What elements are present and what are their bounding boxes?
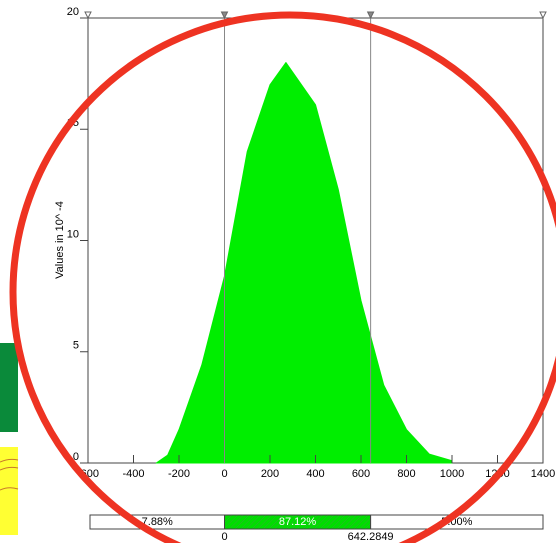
side-panel [0, 343, 18, 432]
x-tick-label: 1000 [440, 468, 464, 480]
delimiter-handle [220, 11, 229, 20]
delimiter-handle [84, 11, 92, 20]
delimiter-label: 0 [221, 531, 227, 543]
x-tick-label: 0 [221, 468, 227, 480]
delimiter-handle [539, 11, 547, 20]
x-tick-label: 800 [397, 468, 415, 480]
y-tick-label: 20 [67, 6, 79, 18]
probability-label: 87.12% [279, 516, 317, 528]
annotation-circle [9, 11, 556, 543]
x-tick-label: 600 [352, 468, 370, 480]
side-panel [0, 447, 18, 535]
density-area [155, 62, 453, 464]
side-lines [0, 458, 19, 491]
x-tick-label: -400 [122, 468, 144, 480]
y-tick-label: 0 [73, 451, 79, 463]
y-tick-label: 10 [67, 228, 79, 240]
y-axis-label: Values in 10^ -4 [54, 201, 66, 279]
delimiter-handle [366, 11, 375, 20]
probability-label: 7.88% [142, 516, 173, 528]
x-tick-label: 400 [306, 468, 324, 480]
y-tick-label: 5 [73, 340, 79, 352]
delimiter-label: 642.2849 [348, 531, 394, 543]
x-tick-label: 200 [261, 468, 279, 480]
x-tick-label: 1400 [531, 468, 555, 480]
x-tick-label: -200 [168, 468, 190, 480]
